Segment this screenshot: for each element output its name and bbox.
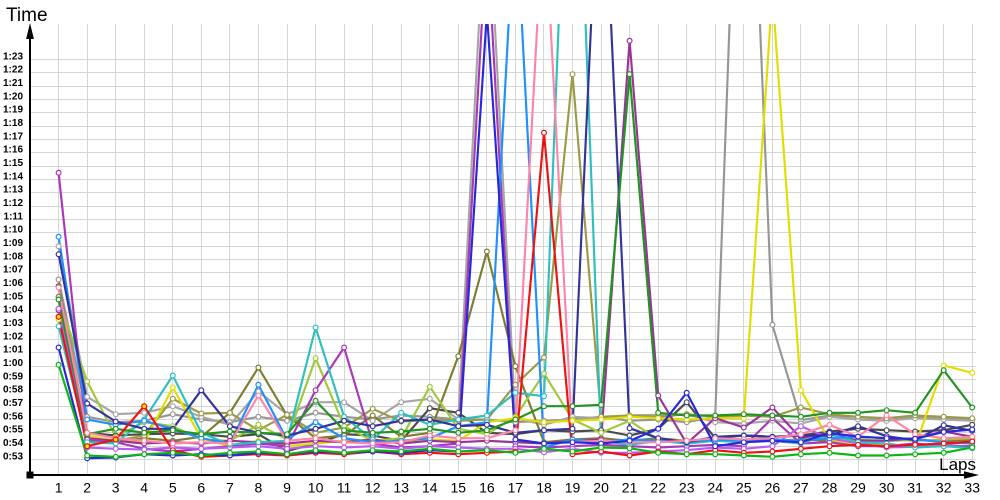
svg-text:1:04: 1:04 xyxy=(3,305,23,316)
svg-text:7: 7 xyxy=(226,480,234,496)
svg-text:1:00: 1:00 xyxy=(3,358,23,369)
svg-text:1:01: 1:01 xyxy=(3,345,23,356)
svg-text:1:17: 1:17 xyxy=(3,131,23,142)
svg-text:17: 17 xyxy=(508,480,524,496)
svg-text:18: 18 xyxy=(536,480,552,496)
svg-text:22: 22 xyxy=(650,480,666,496)
svg-text:0:59: 0:59 xyxy=(3,371,23,382)
svg-text:1:23: 1:23 xyxy=(3,51,23,62)
svg-text:29: 29 xyxy=(850,480,866,496)
svg-text:1:20: 1:20 xyxy=(3,91,23,102)
svg-text:21: 21 xyxy=(622,480,638,496)
svg-text:13: 13 xyxy=(393,480,409,496)
svg-text:24: 24 xyxy=(707,480,723,496)
svg-text:1:06: 1:06 xyxy=(3,278,23,289)
svg-text:1:15: 1:15 xyxy=(3,158,23,169)
svg-text:11: 11 xyxy=(337,480,352,496)
svg-text:23: 23 xyxy=(679,480,695,496)
svg-text:31: 31 xyxy=(907,480,923,496)
svg-text:28: 28 xyxy=(822,480,838,496)
svg-text:30: 30 xyxy=(879,480,895,496)
svg-text:20: 20 xyxy=(593,480,609,496)
svg-text:15: 15 xyxy=(451,480,467,496)
svg-text:2: 2 xyxy=(83,480,91,496)
svg-text:1:21: 1:21 xyxy=(3,78,23,89)
svg-text:1:14: 1:14 xyxy=(3,171,23,182)
svg-text:10: 10 xyxy=(308,480,324,496)
svg-text:19: 19 xyxy=(565,480,581,496)
svg-text:12: 12 xyxy=(365,480,381,496)
svg-text:Time: Time xyxy=(6,5,48,26)
svg-text:3: 3 xyxy=(112,480,120,496)
svg-text:25: 25 xyxy=(736,480,752,496)
svg-text:0:56: 0:56 xyxy=(3,411,23,422)
svg-text:1:05: 1:05 xyxy=(3,291,23,302)
svg-text:1:08: 1:08 xyxy=(3,251,23,262)
svg-text:4: 4 xyxy=(140,480,148,496)
svg-text:Laps: Laps xyxy=(939,455,976,474)
svg-text:0:54: 0:54 xyxy=(3,438,23,449)
svg-text:9: 9 xyxy=(283,480,291,496)
svg-text:33: 33 xyxy=(964,480,980,496)
svg-text:1:11: 1:11 xyxy=(4,211,24,222)
svg-text:1:22: 1:22 xyxy=(3,65,23,76)
svg-text:1:09: 1:09 xyxy=(3,238,23,249)
svg-text:1:10: 1:10 xyxy=(3,225,23,236)
svg-text:1:12: 1:12 xyxy=(3,198,23,209)
svg-text:8: 8 xyxy=(255,480,263,496)
svg-text:14: 14 xyxy=(422,480,438,496)
svg-text:1:18: 1:18 xyxy=(3,118,23,129)
svg-text:1:02: 1:02 xyxy=(3,331,23,342)
svg-text:6: 6 xyxy=(197,480,205,496)
svg-text:1:19: 1:19 xyxy=(3,105,23,116)
svg-text:0:57: 0:57 xyxy=(3,398,23,409)
svg-text:0:53: 0:53 xyxy=(3,451,23,462)
svg-text:1:03: 1:03 xyxy=(3,318,23,329)
svg-text:0:58: 0:58 xyxy=(3,385,23,396)
svg-text:1: 1 xyxy=(55,480,63,496)
svg-text:32: 32 xyxy=(936,480,952,496)
svg-text:16: 16 xyxy=(479,480,495,496)
svg-text:1:07: 1:07 xyxy=(3,265,23,276)
svg-text:5: 5 xyxy=(169,480,177,496)
svg-text:0:55: 0:55 xyxy=(3,425,23,436)
svg-text:1:13: 1:13 xyxy=(3,185,23,196)
svg-text:26: 26 xyxy=(765,480,781,496)
svg-text:1:16: 1:16 xyxy=(3,145,23,156)
svg-text:27: 27 xyxy=(793,480,809,496)
